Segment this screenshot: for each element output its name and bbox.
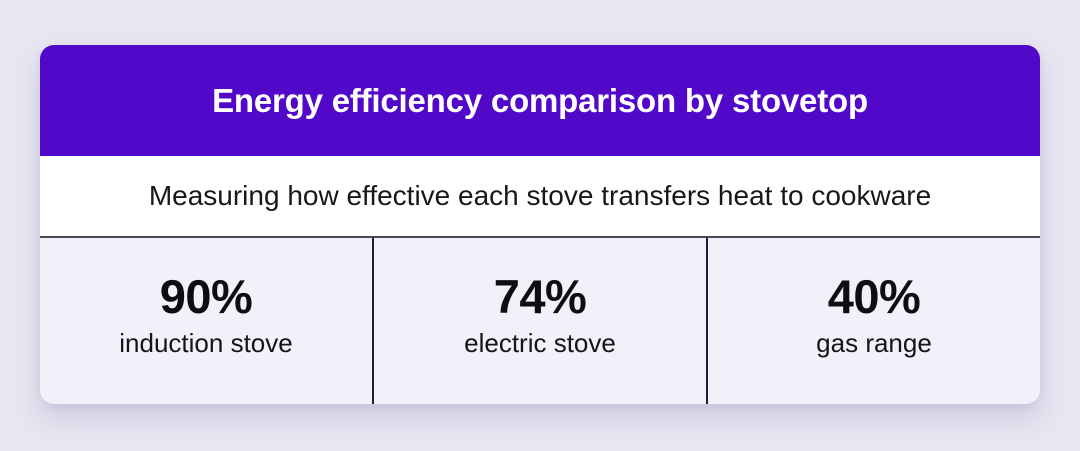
card-header: Energy efficiency comparison by stovetop bbox=[40, 45, 1040, 156]
stat-cell-gas: 40% gas range bbox=[706, 238, 1040, 404]
stat-label-electric: electric stove bbox=[464, 328, 616, 359]
comparison-card: Energy efficiency comparison by stovetop… bbox=[40, 45, 1040, 404]
stat-cell-induction: 90% induction stove bbox=[40, 238, 372, 404]
stats-row: 90% induction stove 74% electric stove 4… bbox=[40, 236, 1040, 404]
card-title: Energy efficiency comparison by stovetop bbox=[212, 81, 868, 119]
stat-value-gas: 40% bbox=[827, 270, 921, 324]
card-subtitle: Measuring how effective each stove trans… bbox=[148, 180, 932, 211]
subtitle-band: Measuring how effective each stove trans… bbox=[40, 156, 1040, 236]
stat-value-electric: 74% bbox=[493, 270, 587, 324]
stat-label-gas: gas range bbox=[816, 328, 932, 359]
stat-value-induction: 90% bbox=[159, 270, 253, 324]
stat-label-induction: induction stove bbox=[119, 328, 293, 359]
stat-cell-electric: 74% electric stove bbox=[372, 238, 706, 404]
